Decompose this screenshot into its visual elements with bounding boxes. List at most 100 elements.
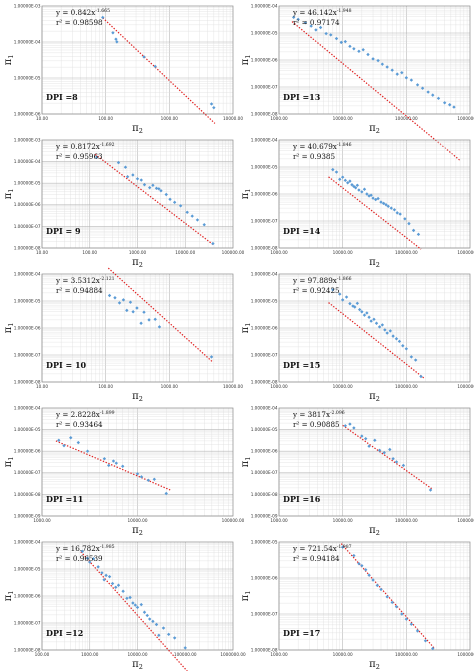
data-point	[338, 292, 342, 296]
grid	[278, 140, 470, 249]
x-axis-label: π2	[132, 257, 143, 269]
data-point	[154, 186, 159, 191]
chart-panel-4: 1000.00 10000.00 100000.00 1000000.00 1.0000…	[237, 134, 474, 269]
data-point	[123, 165, 128, 169]
data-point	[135, 605, 140, 610]
data-point	[96, 565, 100, 569]
data-point	[352, 553, 356, 558]
fit-r-squared: r² = 0.92425	[293, 286, 340, 295]
data-point	[389, 206, 393, 210]
y-tick-label: 1.00000E-06	[251, 325, 278, 330]
x-tick-label: 1000.00	[33, 518, 51, 523]
chart-panel-10: 1000.00 10000.00 100000.00 1000000.00 1.0000…	[237, 536, 474, 671]
fit-r-squared: r² = 0.95963	[56, 152, 103, 161]
y-tick-label: 1.00000E-06	[14, 111, 41, 116]
data-point	[383, 328, 387, 332]
x-tick-label: 100000.00	[395, 652, 418, 657]
y-tick-label: 1.00000E-05	[251, 427, 278, 432]
chart-svg: 100.00 1000.00 10000.00 100000.00 1000000.00…	[3, 539, 246, 671]
data-point	[147, 617, 152, 621]
x-tick-label: 100000.00	[222, 250, 245, 255]
x-tick-label: 1000000.00	[457, 116, 474, 121]
y-tick-label: 1.00000E-08	[251, 245, 278, 250]
y-axis-label: π1	[3, 457, 15, 468]
data-points	[331, 288, 423, 379]
data-point	[404, 347, 409, 351]
x-tick-label: 1000.00	[270, 518, 288, 523]
data-point	[409, 355, 414, 359]
data-point	[133, 603, 138, 607]
data-point	[381, 201, 386, 206]
x-tick-label: 100000.00	[395, 116, 418, 121]
data-point	[371, 57, 375, 61]
data-point	[157, 325, 162, 329]
trend-line	[291, 21, 461, 161]
y-tick-label: 1.00000E-07	[251, 84, 278, 89]
x-tick-label: 10000.00	[333, 384, 353, 389]
x-axis-label: π2	[132, 391, 143, 403]
data-point	[360, 563, 364, 568]
y-tick-label: 1.00000E-06	[14, 202, 41, 207]
data-point	[363, 436, 368, 441]
x-tick-label: 10.00	[36, 250, 48, 255]
y-tick-label: 1.00000E-07	[14, 224, 41, 229]
dpi-label: DPI =13	[283, 92, 321, 102]
x-axis-label: π2	[132, 525, 143, 537]
data-point	[178, 204, 183, 208]
data-point	[397, 339, 402, 344]
data-point	[374, 321, 379, 325]
dpi-label: DPI =14	[283, 226, 321, 236]
data-point	[394, 460, 399, 464]
chart-svg: 1000.00 10000.00 100000.00 1.00000E-09 1.000…	[3, 405, 245, 537]
data-point	[428, 488, 433, 492]
data-point	[338, 177, 342, 182]
plot-frame	[278, 407, 471, 517]
y-tick-label: 1.00000E-04	[14, 271, 41, 276]
data-point	[135, 306, 139, 310]
x-tick-label: 1000.00	[129, 250, 147, 255]
data-point	[117, 301, 122, 305]
x-tick-label: 1000000.00	[457, 652, 474, 657]
x-tick-label: 10000.00	[128, 652, 148, 657]
y-tick-label: 1.00000E-07	[251, 218, 278, 223]
data-points	[340, 545, 435, 651]
data-point	[296, 17, 300, 22]
x-tick-label: 10000.00	[223, 116, 243, 121]
x-tick-label: 100000.00	[174, 652, 197, 657]
data-point	[423, 639, 428, 643]
fit-r-squared: r² = 0.97174	[293, 18, 340, 27]
data-point	[139, 178, 143, 182]
x-tick-label: 10000.00	[333, 250, 353, 255]
data-point	[376, 58, 380, 63]
data-point	[107, 463, 111, 468]
data-point	[426, 90, 430, 94]
data-point	[145, 613, 149, 618]
fit-r-squared: r² = 0.90885	[293, 420, 340, 429]
fit-r-squared: r² = 0.98598	[56, 18, 103, 27]
data-point	[121, 298, 126, 302]
data-point	[385, 331, 389, 335]
plot-frame	[41, 139, 234, 249]
plot-frame	[41, 273, 234, 383]
data-point	[431, 93, 435, 97]
x-tick-label: 1000000.00	[220, 652, 246, 657]
x-tick-label: 1000000.00	[457, 384, 474, 389]
data-point	[367, 315, 371, 319]
data-point	[172, 636, 177, 640]
data-point	[340, 175, 345, 179]
data-point	[365, 311, 369, 315]
y-axis-label: π1	[240, 457, 252, 468]
data-point	[164, 192, 168, 197]
data-point	[391, 456, 395, 461]
data-point	[350, 183, 354, 187]
data-point	[211, 241, 215, 246]
data-point	[344, 295, 349, 299]
data-point	[314, 28, 318, 32]
data-point	[62, 443, 66, 448]
data-point	[369, 193, 373, 197]
x-tick-label: 100.00	[98, 116, 113, 121]
x-axis-label: π2	[369, 391, 380, 403]
data-point	[395, 211, 399, 215]
dpi-label: DPI =11	[46, 494, 83, 504]
fit-equation: y = 97.889x-1.866	[292, 276, 352, 285]
